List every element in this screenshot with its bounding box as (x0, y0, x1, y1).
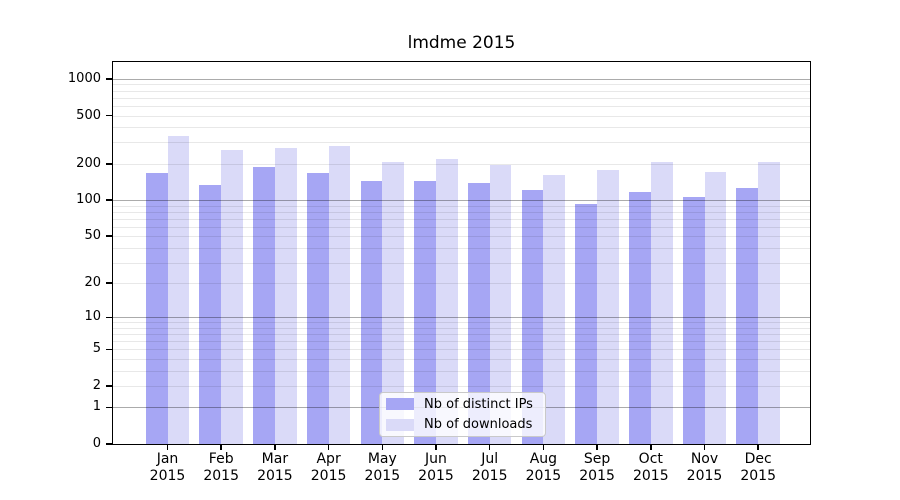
bar-distinct-ips (575, 203, 598, 444)
x-tick (542, 444, 545, 450)
y-tick (106, 163, 112, 165)
y-tick-label: 1 (92, 399, 101, 415)
legend-item-downloads: Nb of downloads (386, 417, 539, 434)
y-tick-label: 2 (92, 377, 101, 393)
x-tick (381, 444, 384, 450)
y-tick (106, 385, 112, 387)
y-gridline-minor (113, 97, 810, 99)
x-tick (327, 444, 330, 450)
bar-downloads (167, 136, 190, 444)
x-tick (757, 444, 759, 450)
bar-downloads (704, 171, 727, 444)
bar-distinct-ips (145, 172, 168, 444)
x-tick (274, 444, 276, 450)
bar-distinct-ips (521, 190, 544, 444)
bar-downloads (328, 145, 351, 444)
y-gridline-minor (113, 163, 810, 165)
x-tick (703, 444, 706, 450)
y-gridline-minor (113, 84, 810, 86)
y-gridline-minor (113, 127, 810, 129)
bar-distinct-ips (467, 182, 490, 444)
y-gridline-minor (113, 105, 810, 107)
y-tick (106, 348, 112, 351)
bar-distinct-ips (414, 181, 436, 444)
y-gridline-minor (113, 115, 810, 117)
y-tick (106, 316, 112, 319)
bar-distinct-ips (253, 166, 275, 444)
legend-label-downloads: Nb of downloads (424, 417, 533, 433)
y-tick (106, 235, 112, 237)
y-tick (106, 114, 112, 117)
x-tick-label: Aug 2015 (525, 451, 562, 484)
legend-label-distinct-ips: Nb of distinct IPs (424, 396, 533, 412)
bar-downloads (758, 162, 780, 444)
x-tick-label: May 2015 (364, 451, 401, 484)
legend-swatch-distinct-ips (386, 398, 414, 411)
x-tick (220, 444, 222, 450)
x-tick-label: Oct 2015 (632, 451, 669, 484)
bar-downloads (543, 174, 566, 444)
bar-downloads (489, 165, 512, 444)
y-tick-label: 0 (92, 436, 101, 451)
x-tick-label: Apr 2015 (310, 451, 347, 484)
x-tick (488, 444, 491, 450)
y-gridline-major (113, 78, 810, 80)
x-tick-label: Jun 2015 (418, 451, 454, 484)
legend-item-distinct-ips: Nb of distinct IPs (386, 396, 539, 413)
bar-distinct-ips (199, 185, 222, 444)
plot-area: Nb of distinct IPs Nb of downloads (113, 62, 810, 444)
legend-swatch-downloads (386, 418, 414, 431)
y-tick-label: 500 (76, 107, 101, 123)
x-tick-label: Sep 2015 (579, 451, 615, 484)
x-tick-label: Dec 2015 (740, 451, 777, 484)
legend: Nb of distinct IPs Nb of downloads (379, 392, 546, 437)
y-tick-label: 100 (76, 192, 101, 208)
y-gridline-minor (113, 90, 810, 92)
bar-downloads (650, 161, 673, 444)
chart-title: lmdme 2015 (407, 33, 516, 53)
bar-downloads (221, 150, 243, 444)
bar-distinct-ips (306, 172, 329, 444)
y-tick-label: 10 (84, 309, 101, 325)
y-tick-label: 1000 (67, 70, 101, 86)
x-tick (650, 444, 652, 450)
x-tick (596, 444, 598, 450)
x-tick-label: Jan 2015 (149, 451, 186, 484)
y-tick-label: 200 (76, 155, 101, 171)
y-gridline-minor (113, 142, 810, 144)
bar-downloads (382, 162, 405, 444)
x-tick-label: Nov 2015 (686, 451, 723, 484)
bar-downloads (274, 147, 297, 444)
bar-distinct-ips (736, 188, 759, 444)
x-tick (435, 444, 437, 450)
y-tick-label: 50 (84, 228, 101, 244)
x-tick-label: Mar 2015 (257, 451, 293, 484)
bar-distinct-ips (682, 196, 705, 444)
x-tick-label: Jul 2015 (471, 451, 508, 484)
y-tick (106, 282, 112, 284)
bar-distinct-ips (629, 191, 651, 444)
bar-downloads (597, 169, 619, 444)
bar-distinct-ips (360, 181, 383, 444)
y-tick-label: 5 (92, 341, 101, 357)
bar-downloads (436, 159, 458, 444)
y-tick (106, 199, 112, 201)
y-tick (106, 78, 112, 80)
y-tick (106, 443, 112, 445)
x-tick-label: Feb 2015 (203, 451, 240, 484)
y-tick (106, 406, 112, 409)
x-tick (166, 444, 169, 450)
y-tick-label: 20 (84, 275, 101, 291)
